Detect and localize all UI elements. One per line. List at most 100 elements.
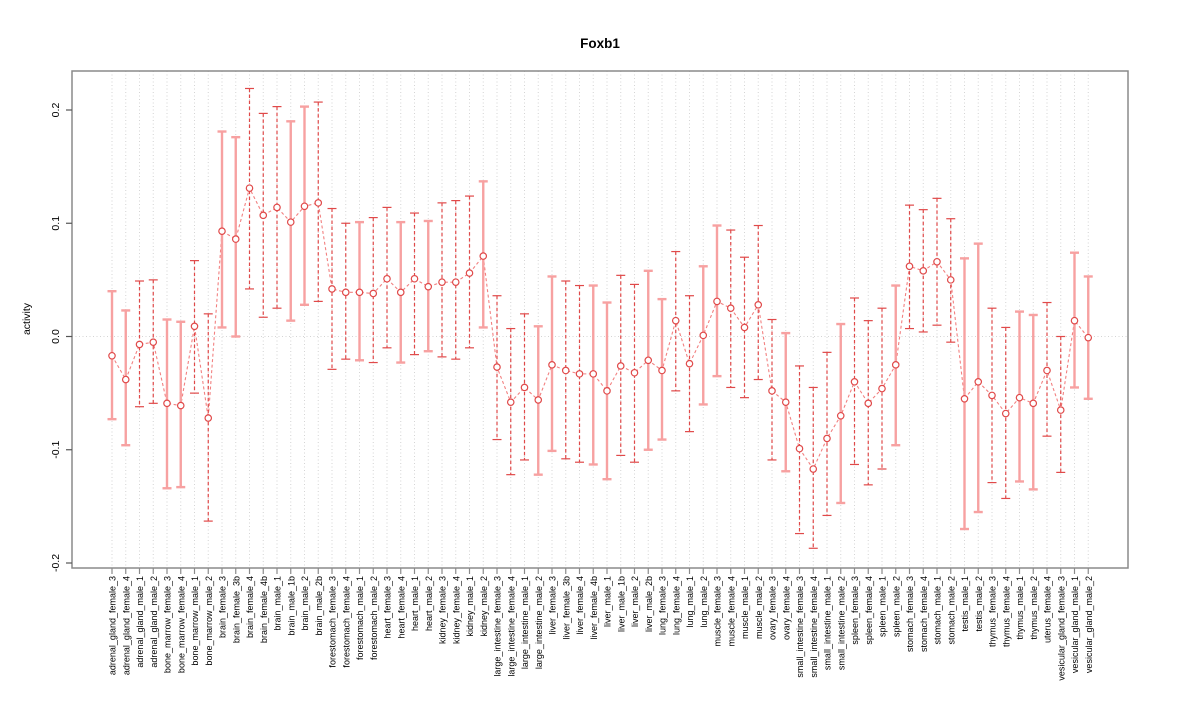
data-point	[410, 274, 419, 283]
x-tick-label: brain_female_4b	[259, 576, 269, 643]
data-point	[589, 370, 598, 378]
x-tick-label: lung_female_3	[658, 576, 668, 635]
data-point	[1056, 406, 1065, 414]
data-point	[1084, 333, 1093, 342]
data-point	[1001, 409, 1010, 418]
data-point	[465, 269, 474, 277]
data-point	[919, 267, 928, 275]
y-tick-label: 0.1	[50, 216, 62, 231]
data-point	[231, 235, 240, 243]
data-point	[328, 285, 336, 293]
x-tick-label: kidney_male_2	[479, 576, 489, 637]
x-tick-label: stomach_male_2	[946, 576, 956, 645]
data-point	[616, 362, 625, 370]
x-tick-label: kidney_male_1	[465, 576, 475, 637]
data-point	[1029, 399, 1038, 408]
data-point	[190, 322, 199, 331]
data-point	[1043, 366, 1051, 375]
data-point	[960, 394, 969, 403]
x-tick-label: brain_female_4	[245, 576, 255, 638]
data-point	[685, 359, 694, 368]
x-tick-label: lung_male_1	[685, 576, 695, 628]
x-tick-label: adrenal_gland_male_2	[149, 576, 159, 668]
data-point	[754, 300, 763, 309]
data-point	[396, 288, 405, 297]
data-point	[864, 399, 873, 408]
x-tick-label: small_intestine_female_4	[809, 576, 819, 678]
x-tick-label: large_intestine_female_3	[493, 576, 503, 677]
x-tick-label: muscle_male_1	[740, 576, 750, 639]
data-point	[1070, 316, 1079, 325]
x-tick-label: forestomach_female_3	[328, 576, 338, 668]
data-point	[506, 398, 515, 406]
data-point	[891, 361, 900, 369]
x-tick-label: liver_male_2	[630, 576, 640, 627]
data-point	[438, 278, 446, 286]
data-point	[795, 444, 804, 453]
data-point	[163, 399, 171, 408]
data-point	[768, 387, 776, 395]
y-tick-label: 0.2	[50, 103, 62, 118]
x-tick-label: large_intestine_male_2	[534, 576, 544, 669]
x-tick-label: thymus_female_4	[1001, 576, 1011, 647]
chart-title: Foxb1	[580, 36, 620, 51]
data-point	[355, 288, 364, 297]
x-tick-label: liver_male_1b	[616, 576, 626, 632]
x-tick-label: muscle_female_3	[713, 576, 723, 647]
x-tick-label: vesicular_gland_female_3	[1056, 576, 1066, 681]
x-tick-label: liver_female_4	[575, 576, 585, 635]
x-tick-label: heart_male_2	[424, 576, 434, 631]
x-tick-label: small_intestine_male_1	[823, 576, 833, 670]
x-tick-label: testis_male_1	[960, 576, 970, 632]
x-tick-label: bone_marrow_female_3	[163, 576, 173, 673]
y-tick-label: 0.0	[50, 329, 62, 344]
x-tick-label: muscle_female_4	[726, 576, 736, 647]
x-tick-label: stomach_female_3	[905, 576, 915, 652]
x-tick-label: ovary_female_3	[768, 576, 778, 640]
x-tick-label: forestomach_male_1	[355, 576, 365, 660]
data-point	[561, 366, 570, 375]
x-tick-label: adrenal_gland_male_1	[135, 576, 145, 668]
x-tick-label: heart_male_1	[410, 576, 420, 631]
data-point	[809, 465, 818, 473]
data-point	[341, 288, 350, 297]
x-tick-label: liver_female_4b	[589, 576, 599, 640]
x-tick-label: brain_male_2b	[314, 576, 324, 636]
x-tick-label: liver_male_2b	[644, 576, 654, 632]
x-tick-label: vesicular_gland_male_1	[1070, 576, 1080, 673]
plot-frame	[71, 70, 1129, 569]
x-tick-label: bone_marrow_male_1	[190, 576, 200, 666]
x-tick-label: adrenal_gland_female_3	[108, 576, 118, 675]
x-tick-label: thymus_female_3	[988, 576, 998, 647]
data-point	[424, 282, 433, 291]
x-tick-label: heart_female_4	[396, 576, 406, 639]
data-point	[630, 368, 639, 377]
data-point	[108, 351, 116, 360]
x-tick-label: lung_female_4	[671, 576, 681, 635]
data-point	[781, 398, 790, 406]
x-tick-label: bone_marrow_male_2	[204, 576, 214, 666]
data-point	[479, 252, 488, 260]
data-point	[740, 323, 749, 332]
data-point	[823, 434, 831, 443]
x-tick-label: large_intestine_male_1	[520, 576, 530, 669]
data-point	[314, 199, 323, 207]
x-tick-label: adrenal_gland_female_4	[121, 576, 131, 675]
x-tick-label: liver_female_3b	[561, 576, 571, 640]
data-point	[671, 316, 680, 325]
data-point	[575, 370, 584, 378]
data-point	[905, 262, 914, 271]
data-point	[245, 184, 254, 192]
data-point	[520, 383, 529, 392]
data-point	[534, 396, 543, 404]
data-point	[451, 278, 460, 286]
data-point	[218, 227, 226, 235]
x-tick-label: thymus_male_1	[1015, 576, 1025, 640]
data-point	[726, 304, 735, 312]
data-point	[1015, 393, 1024, 402]
x-tick-label: testis_male_2	[974, 576, 984, 632]
x-tick-label: brain_male_1b	[286, 576, 296, 636]
data-point	[974, 377, 983, 386]
x-tick-label: heart_female_3	[383, 576, 393, 639]
data-point	[369, 289, 378, 298]
